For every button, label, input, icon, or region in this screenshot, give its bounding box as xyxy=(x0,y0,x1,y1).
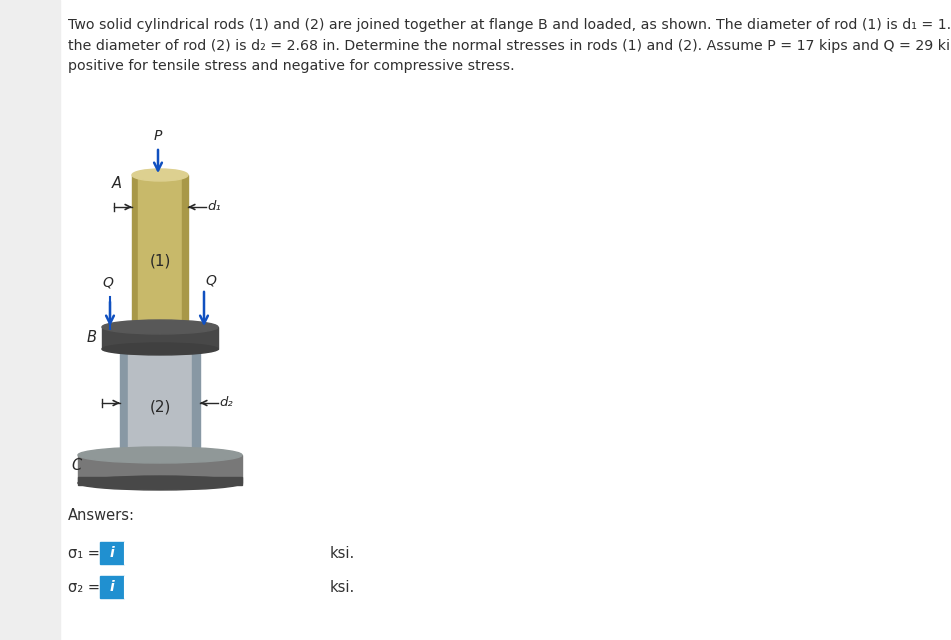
Text: (1): (1) xyxy=(149,253,170,268)
Text: Two solid cylindrical rods (1) and (2) are joined together at flange B and loade: Two solid cylindrical rods (1) and (2) a… xyxy=(68,18,951,73)
Ellipse shape xyxy=(132,169,188,181)
Text: d₁: d₁ xyxy=(207,200,221,214)
Bar xyxy=(120,348,128,455)
Bar xyxy=(128,348,192,455)
Text: (2): (2) xyxy=(149,399,170,414)
Bar xyxy=(132,175,138,330)
Text: i: i xyxy=(109,546,114,560)
Bar xyxy=(0,0,60,640)
Text: Q: Q xyxy=(205,273,216,287)
Bar xyxy=(124,576,324,598)
Text: B: B xyxy=(87,330,97,344)
Ellipse shape xyxy=(120,341,200,355)
Ellipse shape xyxy=(120,448,200,462)
Bar xyxy=(100,576,124,598)
Bar xyxy=(138,175,182,330)
Text: ksi.: ksi. xyxy=(330,579,356,595)
Bar xyxy=(78,477,242,485)
Text: Q: Q xyxy=(103,275,113,289)
Bar xyxy=(192,348,200,455)
Text: Answers:: Answers: xyxy=(68,508,135,523)
Bar xyxy=(102,327,218,349)
Text: d₂: d₂ xyxy=(219,397,233,410)
Bar xyxy=(182,175,188,330)
Bar xyxy=(100,542,124,564)
Text: A: A xyxy=(112,175,122,191)
Text: P: P xyxy=(154,129,163,143)
Bar xyxy=(78,455,242,483)
Text: σ₂ =: σ₂ = xyxy=(68,579,100,595)
Bar xyxy=(124,542,324,564)
Ellipse shape xyxy=(102,320,218,334)
Ellipse shape xyxy=(78,447,242,463)
Text: i: i xyxy=(109,580,114,594)
Text: ksi.: ksi. xyxy=(330,545,356,561)
Ellipse shape xyxy=(102,343,218,355)
Text: C: C xyxy=(71,458,82,472)
Ellipse shape xyxy=(78,476,242,490)
Text: σ₁ =: σ₁ = xyxy=(68,545,100,561)
